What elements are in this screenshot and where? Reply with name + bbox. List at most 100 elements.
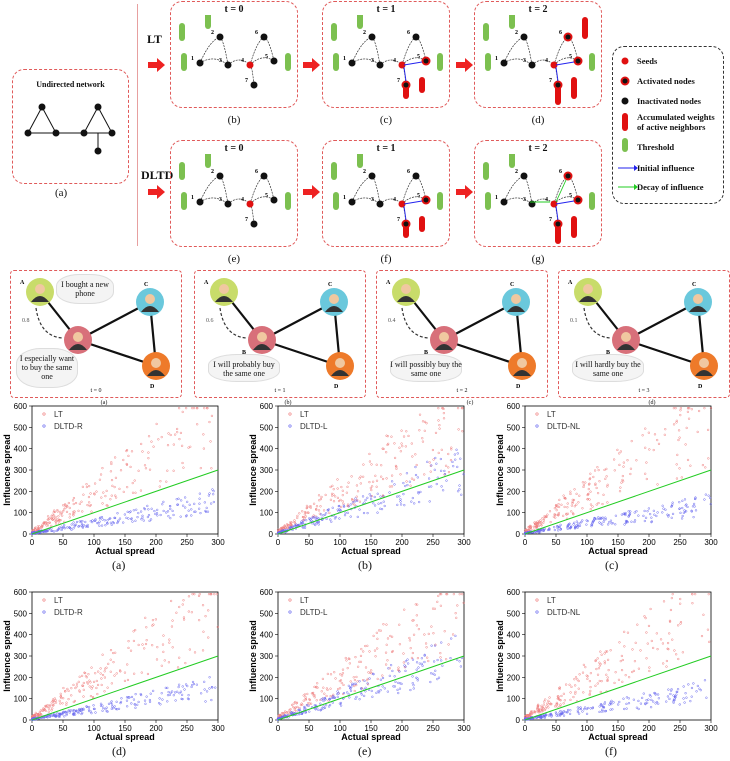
lt-point [637,667,641,670]
social-time-label: t = 3 [638,388,650,394]
lt-point [541,706,545,709]
lt-point [177,406,181,410]
dltd-point [98,520,101,523]
lt-point [669,608,673,612]
lt-point [132,672,136,675]
lt-point [707,457,710,460]
svg-text:5: 5 [417,193,420,199]
dltd-point [56,712,59,715]
lt-point [154,618,158,621]
y-tick-label: 500 [507,423,521,432]
speech-bubble: I will possibly buy the same one [390,354,462,382]
dltd-point [155,512,159,515]
lt-point [631,670,634,674]
lt-point [375,479,379,482]
lt-point [411,455,414,458]
dltd-point [383,687,386,690]
lt-point [129,649,133,652]
dltd-point [93,707,96,711]
lt-point [656,483,659,486]
lt-point [541,710,544,713]
lt-point [557,697,561,700]
lt-point [309,702,313,705]
dltd-point [639,702,643,705]
lt-point [65,510,69,514]
reference-line [31,469,219,535]
dltd-point [369,495,373,498]
dltd-point [101,518,104,521]
y-axis-label: Influence spread [248,620,258,692]
dltd-point [336,695,339,699]
dltd-point [70,528,73,531]
network-panel [170,1,298,108]
lt-point [308,698,312,702]
dltd-point [203,688,206,691]
lt-point [331,484,334,487]
dltd-point [410,500,413,503]
dltd-point [386,690,389,693]
dltd-point [646,510,649,513]
dltd-point [134,519,137,522]
dltd-point [141,514,144,517]
lt-point [109,498,112,501]
lt-point [386,435,389,438]
svg-text:C: C [144,282,148,288]
lt-point [538,707,541,711]
lt-point [456,406,460,410]
y-axis-label: Influence spread [495,620,505,692]
dltd-point [460,493,463,496]
time-step-label: t = 1 [376,143,396,154]
lt-point [548,701,551,704]
lt-point [78,689,81,692]
lt-point [296,516,299,520]
lt-point [398,623,401,626]
lt-point [54,515,57,519]
lt-point [677,429,681,432]
dltd-point [687,683,690,686]
dltd-point [684,692,687,695]
lt-point [548,696,551,699]
dltd-point [577,712,581,715]
svg-text:5: 5 [265,54,268,60]
lt-point [589,490,592,493]
svg-text:4: 4 [241,197,244,203]
legend-entry: LT [547,410,556,419]
dltd-point [624,519,628,523]
dltd-point [538,530,541,533]
y-tick-label: 0 [23,530,28,539]
dltd-point [105,706,108,709]
dltd-point [406,662,410,665]
lt-point [340,674,344,677]
svg-text:2: 2 [515,169,518,175]
lt-point [320,690,323,693]
dltd-point [324,704,328,707]
dltd-point [205,690,209,693]
lt-point [547,706,550,709]
lt-point [641,434,644,437]
lt-point [598,664,601,667]
svg-text:1: 1 [191,195,194,201]
svg-text:0.8: 0.8 [22,318,30,324]
dltd-point [356,515,359,519]
scatter-chart: 0 50 100 150 200 250 3000100200300400500600LTD… [2,402,225,556]
lt-point [544,698,547,701]
lt-point [36,525,39,528]
dltd-point [439,469,443,472]
time-step-label: t = 2 [528,143,548,154]
dltd-point [668,697,671,701]
dltd-point [93,519,96,523]
dltd-point [109,701,113,704]
lt-point [582,691,585,694]
svg-text:B: B [606,350,610,356]
dltd-point [179,690,183,693]
dltd-point [161,503,164,506]
dltd-point [673,697,676,700]
x-tick-label: 300 [457,538,471,547]
dltd-point [403,503,406,507]
lt-point [547,703,550,706]
lt-point [536,705,540,709]
dltd-point [548,527,551,530]
lt-point [607,668,610,672]
lt-point [603,468,606,472]
dltd-point [118,517,122,520]
